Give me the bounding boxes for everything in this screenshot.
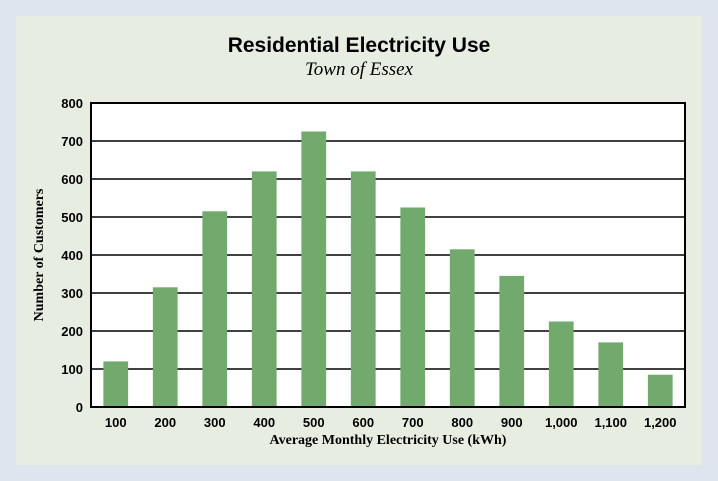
y-tick-label: 300 [61, 286, 83, 301]
chart-subtitle: Town of Essex [304, 59, 414, 80]
x-tick-label: 600 [352, 415, 374, 430]
y-tick-label: 800 [61, 96, 83, 111]
x-tick-label: 900 [501, 415, 523, 430]
x-axis-title: Average Monthly Electricity Use (kWh) [270, 433, 507, 448]
y-tick-label: 400 [61, 248, 83, 263]
bar [548, 321, 574, 407]
bar [103, 361, 129, 407]
y-tick-label: 700 [61, 134, 83, 149]
bar [449, 249, 475, 407]
chart-title: Residential Electricity Use [227, 34, 491, 57]
plot-frame [90, 102, 686, 408]
y-tick-label: 600 [61, 172, 83, 187]
y-axis-title: Number of Customers [32, 188, 47, 321]
x-tick-label: 500 [303, 415, 325, 430]
y-tick-label: 0 [76, 400, 83, 415]
y-tick-label: 500 [61, 210, 83, 225]
x-tick-label: 100 [105, 415, 127, 430]
x-tick-label: 1,200 [644, 415, 677, 430]
bar [400, 207, 426, 407]
x-tick-label: 1,100 [594, 415, 627, 430]
bar [350, 171, 376, 407]
bars [103, 131, 673, 407]
bar [499, 275, 525, 407]
y-tick-labels: 0 100 200 300 400 500 600 700 800 [61, 96, 83, 415]
x-tick-labels: 100 200 300 400 500 600 700 800 900 1,000 1,100 1,2… [105, 415, 677, 430]
bar [202, 211, 228, 407]
bar [647, 374, 673, 407]
bar [152, 287, 178, 407]
x-tick-label: 400 [253, 415, 275, 430]
y-tick-label: 200 [61, 324, 83, 339]
x-tick-label: 200 [154, 415, 176, 430]
x-tick-label: 300 [204, 415, 226, 430]
x-tick-label: 800 [451, 415, 473, 430]
bar [301, 131, 327, 407]
x-tick-label: 700 [402, 415, 424, 430]
x-tick-label: 1,000 [545, 415, 578, 430]
bar [598, 342, 624, 407]
bar [251, 171, 277, 407]
y-tick-label: 100 [61, 362, 83, 377]
